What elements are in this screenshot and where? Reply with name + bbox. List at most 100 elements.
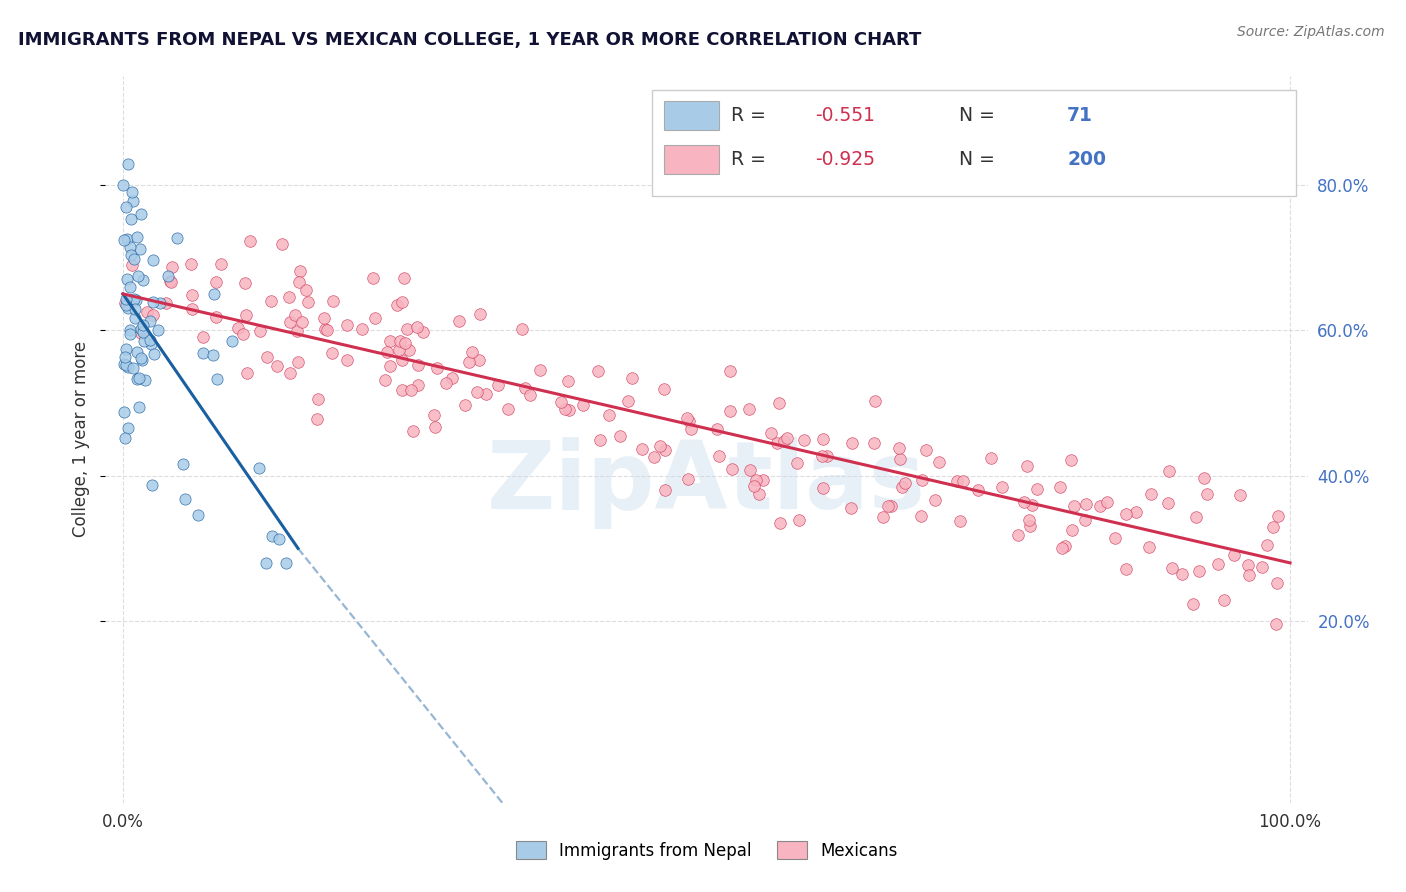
- Point: [709, 449, 731, 463]
- Point: [288, 275, 311, 289]
- Point: [1125, 505, 1147, 519]
- Point: [295, 284, 318, 298]
- Point: [291, 315, 314, 329]
- Point: [187, 508, 209, 522]
- Point: [617, 393, 640, 408]
- Point: [314, 322, 336, 336]
- Point: [287, 355, 309, 369]
- Point: [235, 308, 257, 322]
- Point: [550, 395, 572, 409]
- Point: [380, 359, 402, 374]
- Point: [388, 343, 411, 357]
- Point: [204, 287, 226, 301]
- Point: [115, 200, 138, 214]
- Point: [121, 185, 143, 199]
- Point: [180, 287, 202, 301]
- Text: N =: N =: [959, 150, 1001, 169]
- Point: [745, 473, 768, 487]
- Point: [1265, 576, 1288, 591]
- Point: [373, 373, 395, 387]
- Point: [876, 500, 898, 514]
- Point: [385, 298, 408, 312]
- Point: [678, 414, 700, 428]
- Point: [872, 510, 894, 524]
- Point: [180, 257, 202, 271]
- Point: [1050, 541, 1073, 556]
- Point: [721, 462, 744, 476]
- Point: [841, 436, 863, 450]
- Point: [139, 313, 162, 327]
- Point: [423, 420, 446, 434]
- Point: [980, 451, 1002, 466]
- Point: [1171, 566, 1194, 581]
- Point: [132, 272, 155, 286]
- Point: [120, 323, 142, 337]
- Point: [364, 310, 387, 325]
- Point: [752, 473, 775, 487]
- Point: [468, 307, 491, 321]
- Point: [391, 295, 413, 310]
- Point: [742, 479, 765, 493]
- Point: [112, 405, 135, 419]
- Point: [391, 352, 413, 367]
- Point: [205, 275, 228, 289]
- Point: [949, 514, 972, 528]
- Point: [1074, 512, 1097, 526]
- Point: [738, 401, 761, 416]
- Point: [139, 337, 162, 351]
- Point: [457, 355, 479, 369]
- Point: [911, 473, 934, 487]
- Point: [236, 366, 259, 380]
- Point: [134, 373, 156, 387]
- Point: [307, 392, 329, 406]
- Point: [378, 334, 401, 349]
- Point: [142, 308, 165, 322]
- Point: [773, 434, 796, 448]
- Point: [114, 359, 136, 373]
- Point: [787, 513, 810, 527]
- FancyBboxPatch shape: [665, 102, 718, 130]
- Point: [172, 457, 194, 471]
- Point: [114, 351, 136, 365]
- Point: [891, 479, 914, 493]
- Point: [1261, 520, 1284, 534]
- Point: [321, 346, 343, 360]
- Point: [112, 233, 135, 247]
- Point: [391, 383, 413, 397]
- Point: [129, 242, 152, 256]
- Point: [260, 293, 283, 308]
- Point: [1194, 471, 1216, 485]
- Point: [654, 483, 676, 498]
- Text: 200: 200: [1067, 150, 1107, 169]
- Point: [1053, 539, 1076, 553]
- Point: [128, 371, 150, 385]
- Point: [1206, 557, 1229, 571]
- Point: [226, 320, 249, 334]
- Point: [232, 327, 254, 342]
- Point: [131, 353, 153, 368]
- Point: [475, 387, 498, 401]
- Point: [266, 359, 288, 373]
- Point: [496, 401, 519, 416]
- Point: [174, 491, 197, 506]
- Point: [1161, 561, 1184, 575]
- Point: [118, 326, 141, 341]
- Point: [880, 499, 903, 513]
- Point: [129, 351, 152, 366]
- Point: [598, 408, 620, 422]
- Point: [205, 310, 228, 325]
- Point: [205, 372, 228, 386]
- Point: [121, 258, 143, 272]
- Point: [461, 344, 484, 359]
- Point: [209, 257, 232, 271]
- Point: [125, 345, 148, 359]
- Point: [889, 452, 911, 467]
- Point: [766, 436, 789, 450]
- Point: [1018, 518, 1040, 533]
- Point: [129, 326, 152, 340]
- Point: [486, 377, 509, 392]
- Point: [278, 367, 301, 381]
- Point: [1188, 564, 1211, 578]
- Point: [718, 364, 741, 378]
- Point: [117, 157, 139, 171]
